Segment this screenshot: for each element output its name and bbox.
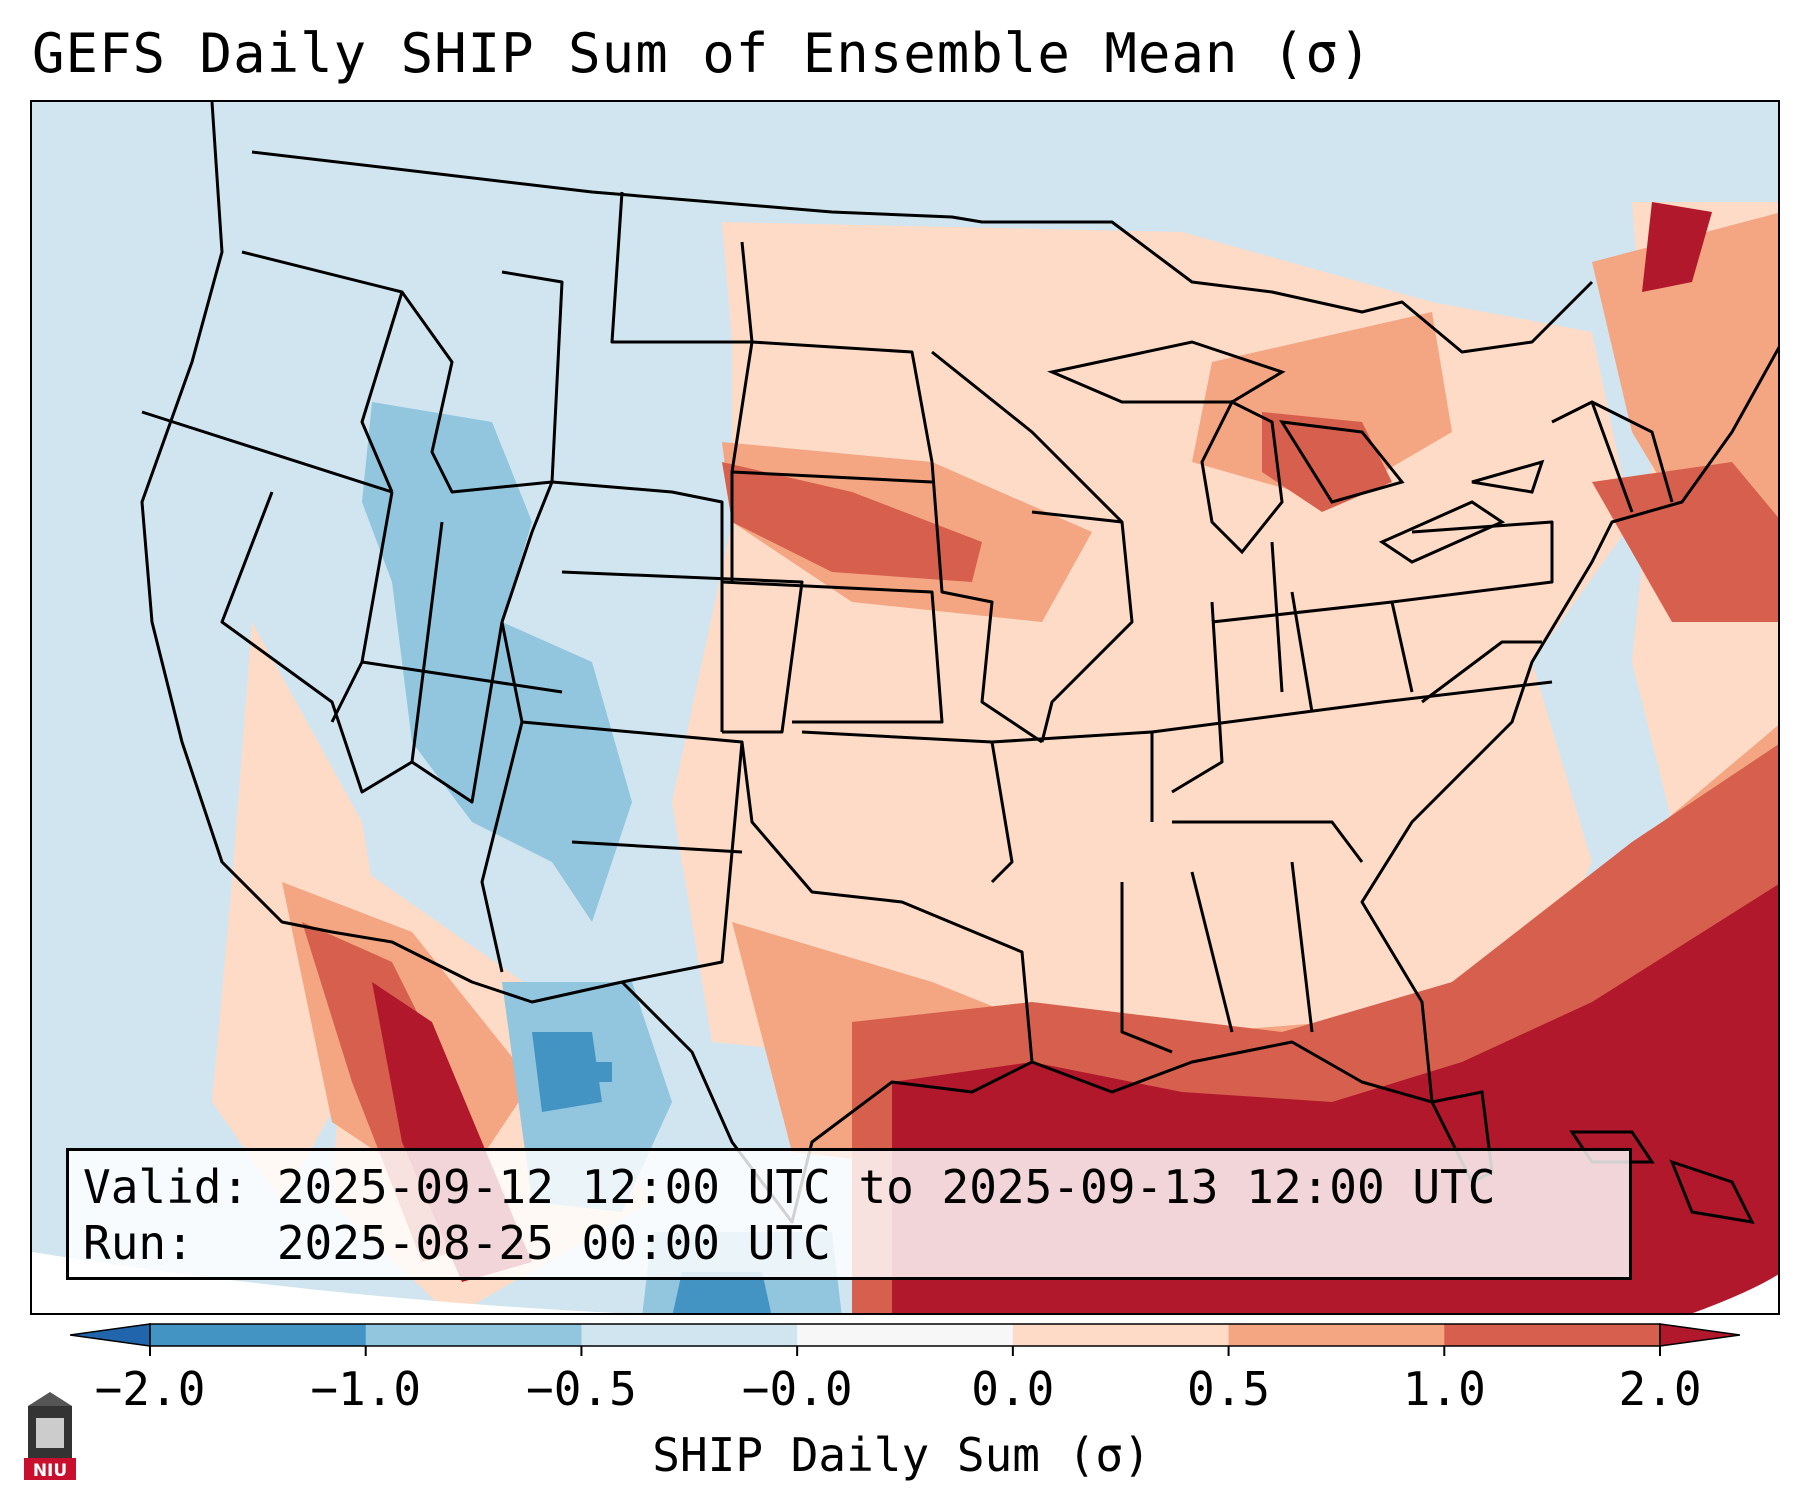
caribbean-islands <box>1669 1159 1755 1224</box>
map-panel <box>30 100 1780 1315</box>
colorbar-bin <box>1228 1324 1445 1346</box>
colorbar-bin-extend-low <box>70 1323 151 1347</box>
outside-domain <box>32 1252 616 1313</box>
colorbar-bin <box>581 1324 798 1346</box>
colorbar-bin-extend-high <box>1659 1323 1740 1347</box>
colorbar-tick-label: −2.0 <box>94 1362 206 1416</box>
colorbar-label: SHIP Daily Sum (σ) <box>652 1428 1151 1482</box>
colorbar-tick-label: −0.5 <box>526 1362 637 1416</box>
valid-time-line: Valid: 2025-09-12 12:00 UTC to 2025-09-1… <box>83 1160 1496 1214</box>
political-boundaries <box>140 102 1778 1224</box>
colorbar-bin <box>797 1324 1014 1346</box>
colorbar-bin <box>150 1324 367 1346</box>
run-time-line: Run: 2025-08-25 00:00 UTC <box>83 1216 831 1270</box>
colorbar-tick-label: −1.0 <box>310 1362 422 1416</box>
us-outline <box>140 102 1778 1224</box>
colorbar-outline <box>149 1323 1661 1347</box>
colorbar-bin <box>1012 1324 1230 1346</box>
colorbar-tick-label: 1.0 <box>1402 1362 1486 1416</box>
lake-superior <box>1047 340 1286 404</box>
colorbar-tick-label: 0.0 <box>971 1362 1055 1416</box>
colorbar-tick-label: 0.5 <box>1187 1362 1271 1416</box>
map-title: GEFS Daily SHIP Sum of Ensemble Mean (σ) <box>32 22 1373 85</box>
lake-huron <box>1279 420 1405 504</box>
validity-info-box: Valid: 2025-09-12 12:00 UTC to 2025-09-1… <box>66 1148 1632 1280</box>
canada-border <box>251 150 1594 354</box>
anomaly-negative-strong <box>532 1032 772 1313</box>
logo-text: NIU <box>33 1461 67 1481</box>
lake-erie <box>1378 500 1506 564</box>
colorbar-ticks <box>149 1346 1661 1356</box>
niu-logo: NIU <box>24 1392 76 1481</box>
lake-ontario <box>1471 459 1545 494</box>
colorbar-bin <box>1444 1324 1661 1346</box>
colorbar-tick-label: −0.0 <box>741 1362 853 1416</box>
colorbar <box>70 1323 1740 1356</box>
colorbar-bins <box>70 1323 1740 1347</box>
colorbar-tick-label: 2.0 <box>1618 1362 1702 1416</box>
anomaly-map <box>32 102 1778 1313</box>
outside-domain-right <box>1693 1274 1778 1313</box>
colorbar-bin <box>365 1324 582 1346</box>
